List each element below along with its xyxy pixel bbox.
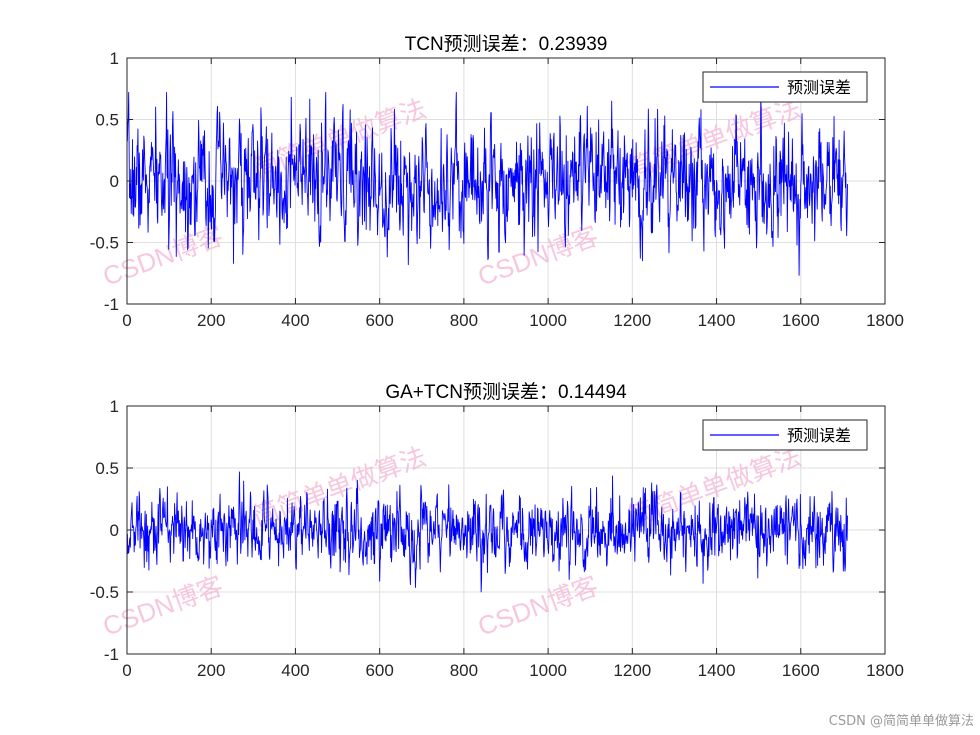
x-tick-label: 600 [365,661,393,680]
legend: 预测误差 [702,71,868,103]
x-tick-label: 1000 [529,311,567,330]
y-tick-label: 1 [110,397,119,416]
x-tick-label: 1600 [782,661,820,680]
x-tick-label: 0 [122,661,131,680]
x-tick-label: 400 [281,661,309,680]
x-tick-label: 200 [197,311,225,330]
series-line-1 [126,91,848,276]
x-tick-label: 1200 [613,311,651,330]
legend-label: 预测误差 [787,78,851,97]
x-tick-label: 1400 [698,661,736,680]
y-tick-label: 0.5 [95,459,119,478]
x-tick-label: 600 [365,311,393,330]
legend-label: 预测误差 [787,426,851,445]
y-tick-label: 0 [110,521,119,540]
x-tick-label: 1200 [613,661,651,680]
y-tick-label: -1 [104,645,119,664]
x-tick-label: 1800 [866,311,904,330]
y-tick-label: 0.5 [95,111,119,130]
x-tick-label: 200 [197,661,225,680]
x-tick-label: 400 [281,311,309,330]
legend: 预测误差 [702,419,868,451]
y-tick-label: -0.5 [90,234,119,253]
x-tick-label: 800 [450,661,478,680]
x-tick-label: 1800 [866,661,904,680]
footer-watermark: CSDN @简简单单做算法 [828,714,974,729]
series-line-1 [126,471,848,593]
y-tick-label: 1 [110,49,119,68]
y-tick-label: 0 [110,172,119,191]
x-tick-label: 1400 [698,311,736,330]
chart-title: TCN预测误差：0.23939 [405,33,608,55]
x-tick-label: 1000 [529,661,567,680]
x-tick-label: 0 [122,311,131,330]
y-tick-label: -0.5 [90,583,119,602]
x-tick-label: 1600 [782,311,820,330]
chart-title: GA+TCN预测误差：0.14494 [385,381,627,403]
y-tick-label: -1 [104,295,119,314]
x-tick-label: 800 [450,311,478,330]
